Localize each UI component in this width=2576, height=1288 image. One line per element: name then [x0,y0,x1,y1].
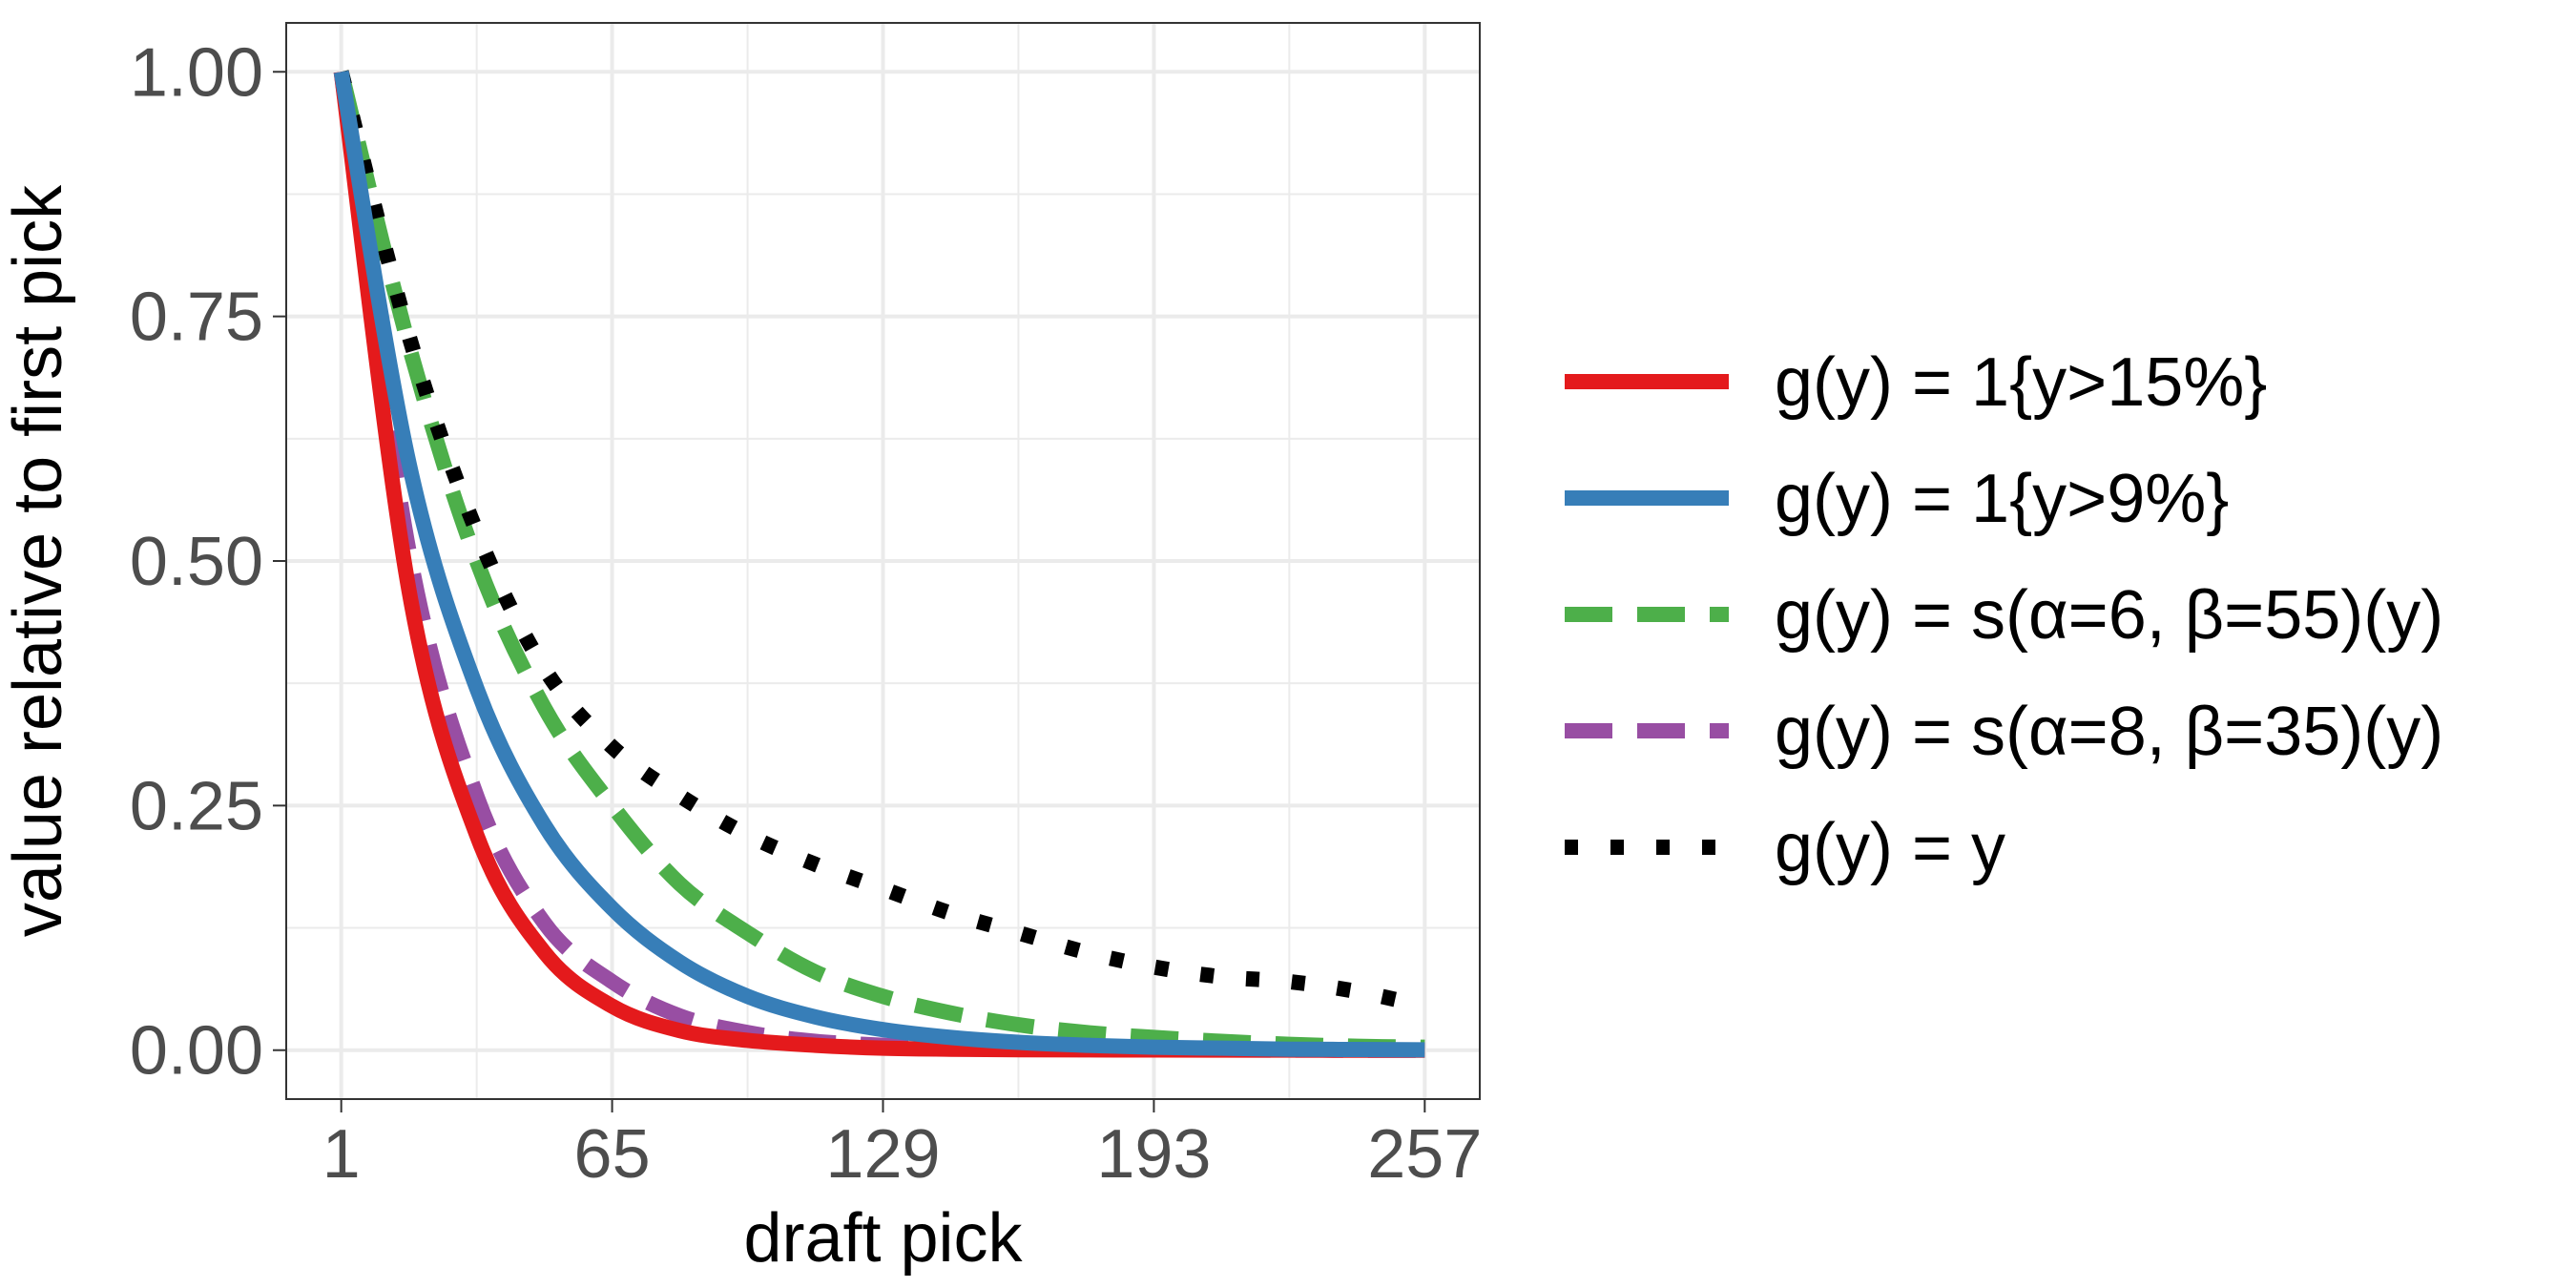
legend-label-4: g(y) = s(α=8, β=35)(y) [1775,694,2443,770]
axis-ticks [273,71,1426,1112]
y-tick-label: 0.75 [130,280,263,356]
x-tick-labels: 1 65 129 193 257 [322,1116,1483,1193]
legend-label-5: g(y) = y [1775,810,2005,886]
x-axis-title: draft pick [743,1200,1023,1277]
x-tick-label: 129 [825,1116,940,1193]
y-tick-labels: 0.00 0.25 0.50 0.75 1.00 [130,34,263,1089]
x-tick-label: 193 [1096,1116,1211,1193]
series-line-2 [333,70,1425,1058]
legend-label-1: g(y) = 1{y>15%} [1775,344,2267,421]
x-tick-label: 257 [1367,1116,1482,1193]
y-tick-label: 0.25 [130,768,263,844]
grid [286,23,1480,1099]
y-tick-label: 1.00 [130,34,263,111]
series-line-5 [333,70,1427,1014]
series-lines [333,70,1427,1058]
x-tick-label: 65 [574,1116,651,1193]
y-axis-title: value relative to first pick [0,184,76,937]
x-tick-label: 1 [322,1116,361,1193]
y-tick-label: 0.00 [130,1013,263,1090]
y-tick-label: 0.50 [130,524,263,600]
legend-label-3: g(y) = s(α=6, β=55)(y) [1775,577,2443,654]
legend-label-2: g(y) = 1{y>9%} [1775,461,2229,537]
legend: g(y) = 1{y>15%} g(y) = 1{y>9%} g(y) = s(α=… [1565,344,2443,886]
